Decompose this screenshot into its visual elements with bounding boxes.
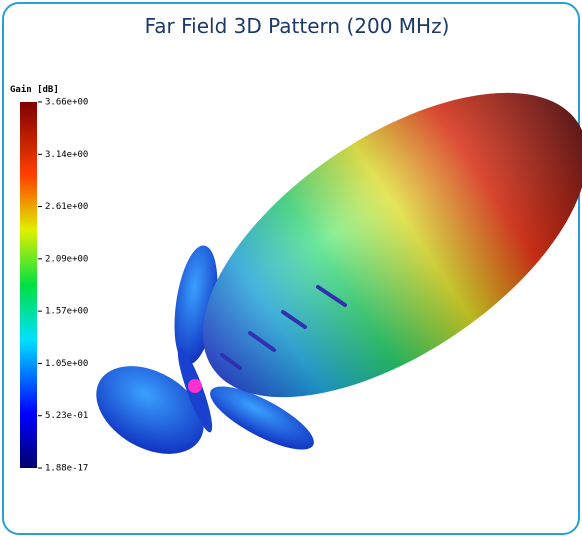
colorbar-label: 5.23e-01 — [45, 411, 88, 421]
colorbar-label: 2.09e+00 — [45, 254, 88, 264]
colorbar-title: Gain [dB] — [10, 84, 59, 95]
colorbar-label: 1.88e-17 — [45, 464, 88, 474]
colorbar-label: 1.05e+00 — [45, 359, 88, 369]
feed-point — [188, 379, 202, 393]
title: Far Field 3D Pattern (200 MHz) — [145, 14, 450, 38]
colorbar-label: 1.57e+00 — [45, 307, 88, 317]
colorbar — [20, 102, 37, 468]
colorbar-label: 3.66e+00 — [45, 98, 88, 108]
colorbar-label: 2.61e+00 — [45, 202, 88, 212]
screen: Far Field 3D Pattern (200 MHz) Gain [dB]… — [0, 0, 582, 537]
colorbar-label: 3.14e+00 — [45, 150, 88, 160]
